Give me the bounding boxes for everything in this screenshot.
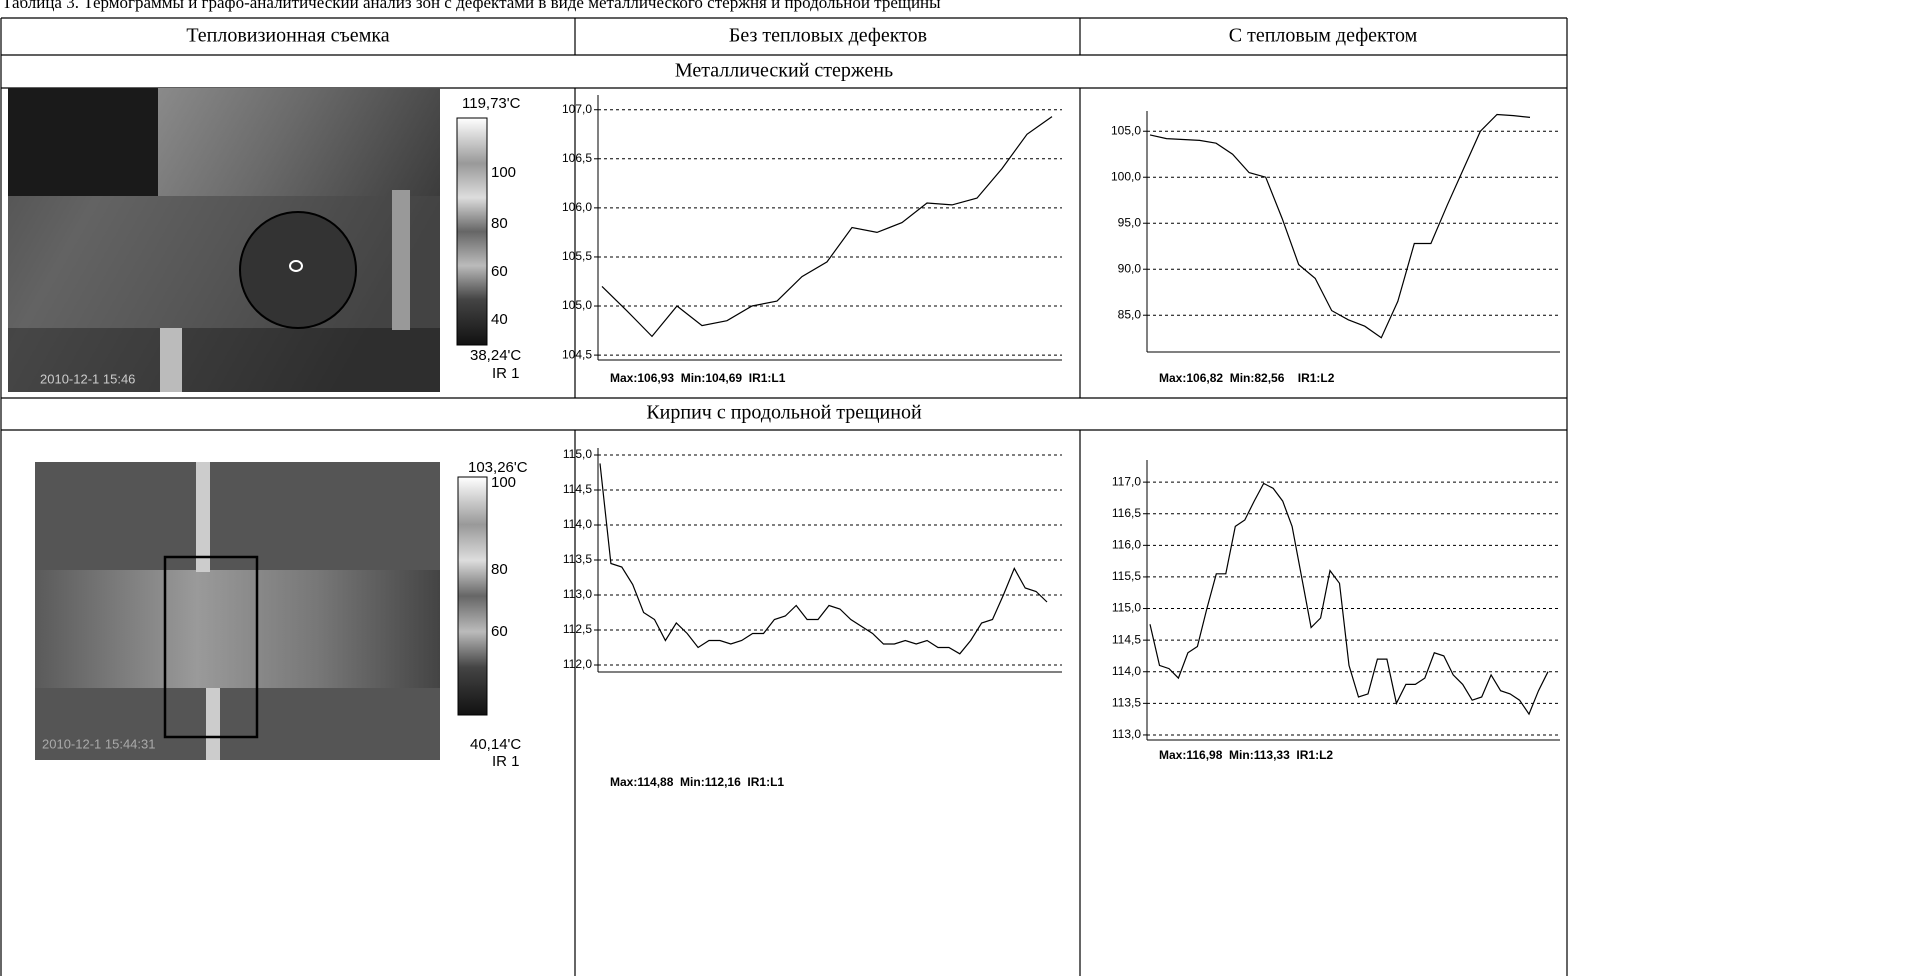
y-tick-label: 114,5 xyxy=(1112,632,1141,646)
section-title: Металлический стержень xyxy=(675,60,893,82)
column-header: Без тепловых дефектов xyxy=(729,25,927,47)
data-line xyxy=(601,116,1053,338)
channel: IR 1 xyxy=(492,753,520,770)
section-title: Кирпич с продольной трещиной xyxy=(646,402,922,424)
scale-tick: 80 xyxy=(491,215,508,232)
y-tick-label: 117,0 xyxy=(1112,474,1141,488)
y-tick-label: 100,0 xyxy=(1111,169,1141,183)
y-tick-label: 112,5 xyxy=(563,622,592,636)
y-tick-label: 116,0 xyxy=(1112,537,1141,551)
thermogram-image xyxy=(35,462,488,760)
scale-tick: 40 xyxy=(491,311,508,328)
data-line xyxy=(599,463,1048,655)
scale-tick: 100 xyxy=(491,474,516,491)
scale-min: 38,24'C xyxy=(470,347,521,364)
y-tick-label: 106,5 xyxy=(562,151,592,165)
scale-tick: 60 xyxy=(491,263,508,280)
y-tick-label: 114,5 xyxy=(563,482,592,496)
y-tick-label: 112,0 xyxy=(563,657,592,671)
column-header: С тепловым дефектом xyxy=(1229,25,1418,47)
y-tick-label: 113,0 xyxy=(1112,727,1141,741)
chart-summary: Max:116,98 Min:113,33 IR1:L2 xyxy=(1159,748,1333,762)
data-line xyxy=(1149,113,1531,339)
scale-tick: 100 xyxy=(491,164,516,181)
scale-tick: 80 xyxy=(491,561,508,578)
timestamp: 2010-12-1 15:46 xyxy=(40,371,135,386)
y-tick-label: 113,0 xyxy=(563,587,592,601)
scale-min: 40,14'C xyxy=(470,736,521,753)
y-tick-label: 115,0 xyxy=(563,447,592,461)
scale-tick: 60 xyxy=(491,623,508,640)
scale-max: 119,73'C xyxy=(462,95,521,112)
y-tick-label: 95,0 xyxy=(1118,215,1142,229)
y-tick-label: 115,0 xyxy=(1112,601,1141,615)
chart-summary: Max:106,93 Min:104,69 IR1:L1 xyxy=(610,371,786,385)
y-tick-label: 105,0 xyxy=(562,298,592,312)
caption: Таблица 3. Термограммы и графо-аналитиче… xyxy=(2,0,941,12)
y-tick-label: 113,5 xyxy=(563,552,592,566)
y-tick-label: 114,0 xyxy=(563,517,592,531)
y-tick-label: 116,5 xyxy=(1112,506,1141,520)
y-tick-label: 105,0 xyxy=(1111,123,1141,137)
chart-summary: Max:106,82 Min:82,56 IR1:L2 xyxy=(1159,371,1335,385)
column-header: Тепловизионная съемка xyxy=(186,25,389,47)
data-line xyxy=(1149,482,1549,716)
y-tick-label: 113,5 xyxy=(1112,696,1141,710)
thermogram-image xyxy=(8,88,488,392)
y-tick-label: 90,0 xyxy=(1118,261,1142,275)
y-tick-label: 106,0 xyxy=(562,200,592,214)
channel: IR 1 xyxy=(492,365,520,382)
scale-max: 103,26'C xyxy=(468,459,528,476)
y-tick-label: 107,0 xyxy=(562,102,592,116)
timestamp: 2010-12-1 15:44:31 xyxy=(42,736,155,751)
y-tick-label: 105,5 xyxy=(562,249,592,263)
y-tick-label: 114,0 xyxy=(1112,664,1141,678)
y-tick-label: 104,5 xyxy=(562,347,592,361)
y-tick-label: 85,0 xyxy=(1118,307,1142,321)
y-tick-label: 115,5 xyxy=(1112,569,1141,583)
chart-summary: Max:114,88 Min:112,16 IR1:L1 xyxy=(610,775,784,789)
